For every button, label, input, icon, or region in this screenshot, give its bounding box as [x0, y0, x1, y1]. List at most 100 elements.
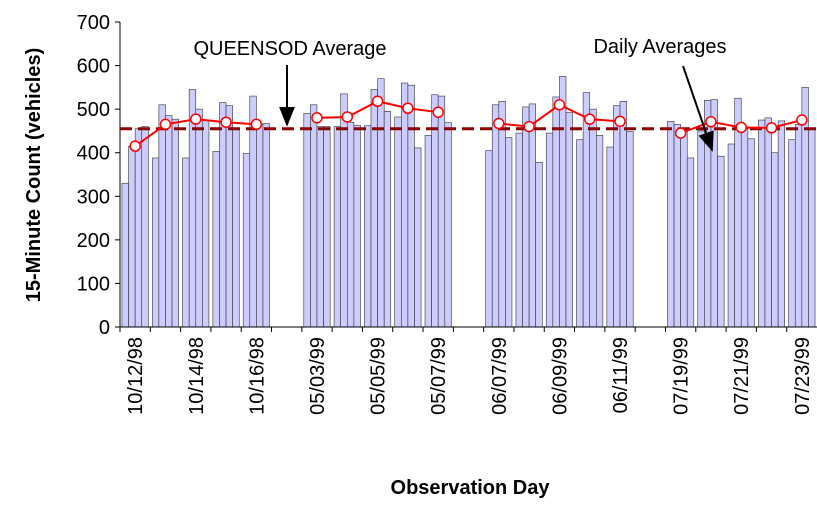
bar [794, 124, 803, 328]
bar [323, 126, 331, 328]
bar [740, 128, 749, 328]
bar [771, 152, 779, 328]
bar [424, 134, 432, 328]
bar [316, 126, 324, 328]
bar [262, 123, 270, 328]
average-marker [796, 114, 808, 126]
bar [788, 139, 796, 328]
average-marker [159, 118, 172, 131]
bar [188, 89, 197, 328]
line-arrow [682, 65, 714, 152]
bar [613, 105, 621, 328]
x-tick-label: 10/14/98 [186, 337, 208, 415]
bar [401, 82, 409, 328]
average-marker [129, 140, 141, 152]
bar [596, 134, 604, 328]
average-marker [311, 112, 323, 124]
x-tick-label: 07/19/99 [671, 337, 693, 415]
bar [195, 108, 203, 328]
bar [134, 128, 143, 328]
x-axis-label: Observation Day [391, 477, 551, 499]
bar [225, 105, 233, 328]
bar [377, 78, 385, 328]
bar [370, 89, 378, 328]
bar [686, 157, 695, 328]
x-tick-label: 10/12/98 [125, 337, 147, 415]
average-marker [614, 115, 626, 128]
bar [303, 113, 311, 328]
bar [346, 121, 355, 328]
bar [219, 102, 227, 328]
bar [717, 155, 725, 328]
average-marker [705, 116, 717, 128]
bar [128, 145, 136, 328]
bar [535, 162, 543, 328]
y-tick-label: 300 [77, 186, 110, 208]
bar [151, 157, 160, 328]
bar [182, 157, 190, 328]
bar [680, 128, 688, 328]
bar [528, 103, 536, 328]
average-marker [493, 117, 505, 130]
y-axis-label: 15-Minute Count (vehicles) [23, 48, 45, 302]
x-tick-label: 06/09/99 [549, 337, 571, 415]
bar [576, 139, 584, 328]
bar [394, 116, 402, 328]
bar [165, 115, 173, 328]
bar [808, 128, 816, 328]
average-marker [432, 106, 444, 118]
bar [619, 101, 627, 328]
bar [505, 137, 513, 328]
bar [565, 112, 573, 328]
average-marker [735, 121, 747, 134]
x-tick-label: 06/11/99 [610, 337, 632, 413]
average-marker [220, 116, 232, 128]
bar [727, 143, 735, 328]
bar [202, 119, 210, 328]
bar [777, 120, 786, 328]
bar [212, 151, 220, 328]
bar [364, 125, 372, 328]
average-marker [341, 111, 354, 123]
y-tick-label: 600 [77, 56, 110, 78]
bar [758, 119, 766, 328]
bar [171, 118, 179, 328]
x-tick-label: 10/16/98 [246, 337, 268, 415]
average-marker [371, 95, 384, 108]
y-tick-label: 700 [77, 12, 110, 34]
line-annotation: Daily Averages [593, 36, 726, 58]
bar [710, 99, 718, 328]
x-tick-label: 07/21/99 [731, 337, 753, 415]
average-marker [190, 113, 202, 125]
bar [552, 96, 560, 328]
bar [256, 124, 264, 328]
y-tick-label: 500 [77, 99, 110, 121]
bar [407, 84, 415, 328]
bar [559, 76, 567, 328]
y-tick-label: 400 [77, 143, 110, 165]
bar [141, 126, 149, 328]
bar [249, 95, 257, 328]
average-marker [250, 118, 263, 131]
bar [589, 108, 597, 328]
x-tick-label: 06/07/99 [489, 337, 511, 415]
average-marker [523, 120, 535, 133]
bar [522, 106, 530, 328]
bar [444, 122, 452, 328]
x-tick-label: 05/07/99 [428, 337, 450, 415]
y-tick-label: 100 [77, 273, 110, 295]
bar [310, 104, 318, 328]
bar [414, 147, 422, 328]
average-marker [553, 99, 566, 111]
x-tick-label: 05/05/99 [368, 337, 390, 415]
bar [353, 124, 361, 328]
bar [232, 128, 240, 328]
average-marker [674, 127, 687, 139]
bar [498, 101, 506, 328]
average-marker [402, 102, 414, 115]
bar [545, 132, 554, 328]
reference-annotation: QUEENSOD Average [193, 38, 386, 60]
bar [626, 131, 634, 328]
bar [333, 126, 341, 328]
